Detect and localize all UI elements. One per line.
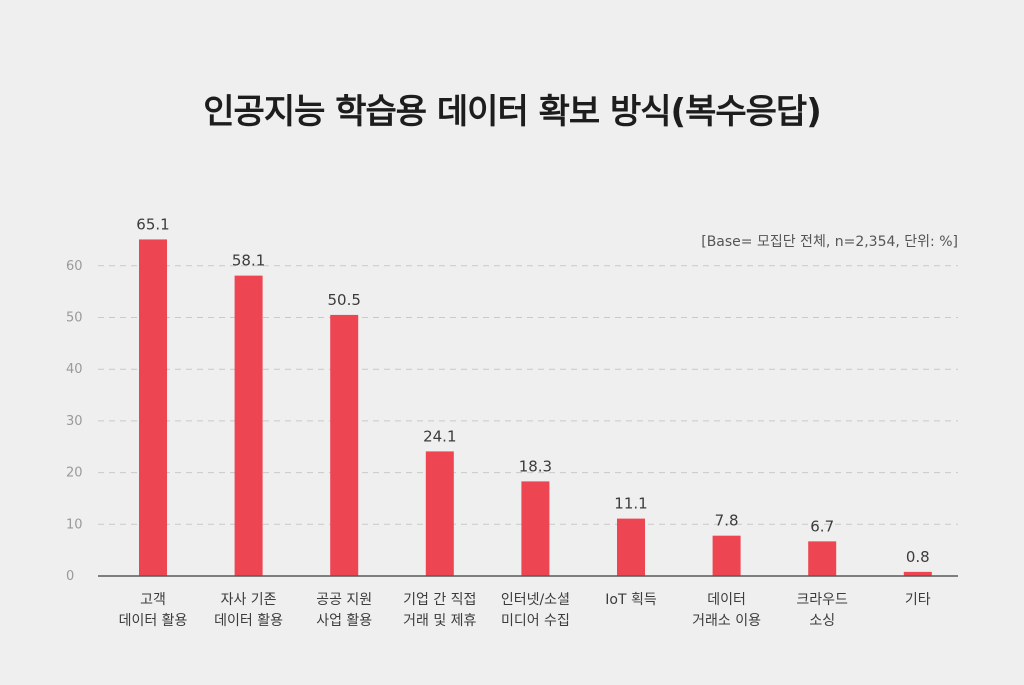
category-label: IoT 획득 (605, 592, 657, 608)
category-label-line: IoT 획득 (605, 592, 657, 608)
value-label: 58.1 (232, 252, 265, 270)
y-tick-label: 60 (66, 259, 83, 274)
category-label-line: 소싱 (809, 613, 835, 629)
y-tick-label: 50 (66, 311, 83, 326)
category-label-line: 데이터 활용 (119, 613, 188, 629)
value-label: 0.8 (906, 548, 930, 566)
bar (712, 535, 741, 576)
category-label-line: 데이터 활용 (214, 613, 283, 629)
bar (521, 481, 550, 576)
bar (330, 314, 359, 576)
value-label: 18.3 (519, 457, 552, 475)
category-label-line: 기타 (905, 592, 931, 608)
category-label-line: 거래 및 제휴 (403, 613, 476, 629)
chart-title: 인공지능 학습용 데이터 확보 방식(복수응답) (203, 92, 821, 132)
base-note: [Base= 모집단 전체, n=2,354, 단위: %] (701, 234, 958, 250)
category-label-line: 크라우드 (796, 592, 848, 608)
category-label-line: 미디어 수집 (501, 613, 570, 629)
y-tick-label: 20 (66, 466, 83, 481)
category-label-line: 사업 활용 (316, 613, 372, 629)
category-label-line: 공공 지원 (316, 592, 372, 608)
category-label: 기타 (905, 592, 931, 608)
value-label: 24.1 (423, 427, 456, 445)
value-label: 7.8 (715, 512, 739, 530)
value-label: 50.5 (327, 291, 360, 309)
y-tick-label: 40 (66, 362, 83, 377)
category-label-line: 자사 기존 (221, 592, 277, 608)
y-tick-label: 10 (66, 517, 83, 532)
bar (234, 275, 263, 576)
value-label: 6.7 (810, 517, 834, 535)
y-tick-label: 30 (66, 414, 83, 429)
category-label-line: 인터넷/소셜 (501, 592, 570, 608)
value-label: 65.1 (136, 215, 169, 233)
category-label-line: 거래소 이용 (692, 613, 761, 629)
bar (425, 451, 454, 576)
bar (617, 518, 645, 576)
category-label-line: 기업 간 직접 (403, 592, 476, 608)
category-label-line: 데이터 (707, 592, 746, 608)
y-tick-label: 0 (66, 569, 74, 584)
value-label: 11.1 (614, 495, 647, 513)
bar (139, 239, 167, 577)
bar (808, 541, 837, 576)
category-label-line: 고객 (140, 592, 166, 608)
bar (903, 571, 932, 576)
